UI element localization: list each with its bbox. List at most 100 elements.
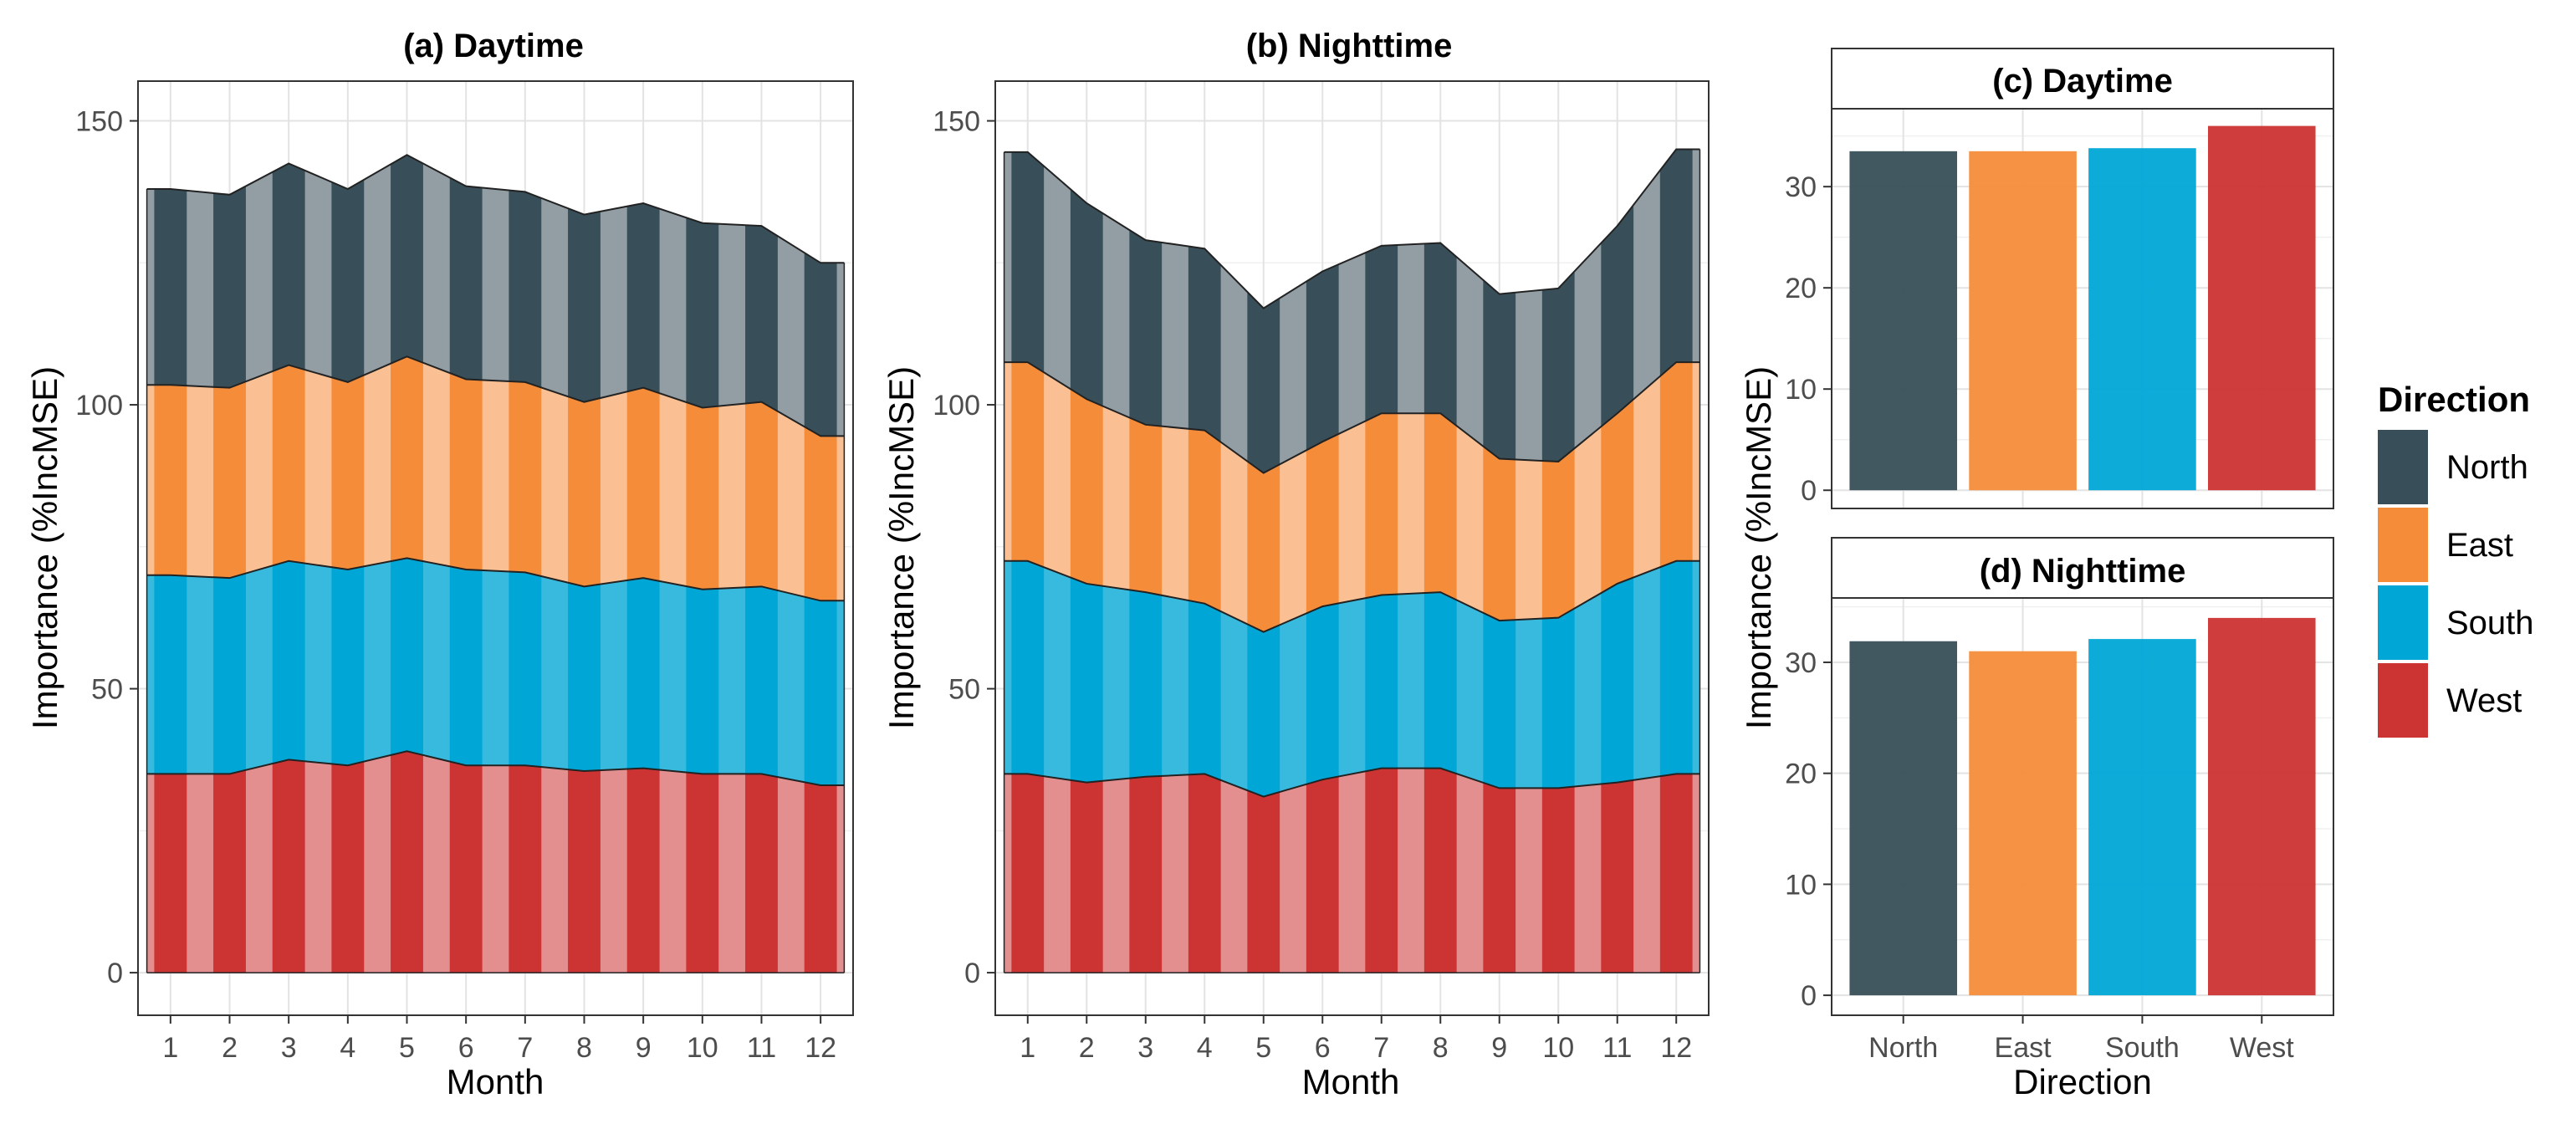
x-tick-label: 11: [747, 1032, 776, 1064]
bar-east: [1969, 651, 2077, 996]
panel-d-title: (d) Nighttime: [1980, 553, 2186, 590]
y-tick-label: 10: [1785, 869, 1817, 901]
panel-c-border: [1831, 108, 2334, 509]
area-stripe-south-2: [213, 558, 246, 785]
area-stripe-south-12: [1659, 560, 1693, 797]
area-stripe-south-10: [686, 558, 719, 785]
legend: Direction North East South West: [2378, 380, 2534, 738]
area-stripes-south: [154, 558, 837, 785]
legend-title: Direction: [2378, 380, 2530, 419]
x-tick-label: 6: [458, 1032, 474, 1064]
area-stripe-west-4: [331, 751, 365, 973]
area-band-north: [146, 155, 845, 437]
bar-north: [1849, 641, 1957, 996]
area-stripes-west: [154, 751, 837, 973]
panel-d-border: [1831, 597, 2334, 1016]
panel-a-border: [137, 80, 854, 1016]
area-stripe-east-1: [154, 356, 187, 601]
bar-west: [2208, 125, 2316, 491]
area-stripe-west-7: [509, 751, 542, 973]
panel-b-title: (b) Nighttime: [1246, 28, 1453, 64]
x-tick-label: 5: [1255, 1032, 1271, 1064]
panel-d-strip: [1831, 537, 2334, 599]
bar-east: [1969, 151, 2077, 491]
y-tick-label: 20: [1785, 759, 1817, 790]
area-stripe-west-5: [391, 751, 423, 973]
area-boundary-north: [146, 154, 845, 264]
y-tick-label: 0: [1801, 980, 1817, 1012]
area-stripe-south-7: [1365, 560, 1398, 797]
area-stripe-east-2: [213, 356, 246, 601]
area-stripe-west-2: [1070, 768, 1103, 973]
area-stripe-west-12: [804, 751, 837, 973]
x-tick-label: West: [2230, 1032, 2294, 1064]
x-tick-label: 7: [517, 1032, 533, 1064]
legend-key-west: [2378, 663, 2428, 738]
area-stripe-south-7: [509, 558, 542, 785]
area-stripe-west-2: [213, 751, 246, 973]
panel-a-y-axis-title: Importance (%IncMSE): [25, 366, 64, 729]
x-tick-label: 12: [805, 1032, 836, 1064]
area-band-south: [146, 558, 845, 785]
area-boundary-west: [146, 750, 845, 786]
area-stripe-south-1: [1011, 560, 1045, 797]
y-tick-label: 30: [1785, 647, 1817, 679]
legend-label-north: North: [2446, 449, 2528, 486]
panel-a-x-axis-title: Month: [447, 1062, 544, 1101]
area-stripe-west-12: [1659, 768, 1693, 973]
bar-west: [2208, 617, 2316, 996]
legend-key-north: [2378, 430, 2428, 504]
x-tick-label: 1: [1020, 1032, 1035, 1064]
x-tick-label: 3: [1137, 1032, 1153, 1064]
x-tick-label: 11: [1602, 1032, 1632, 1064]
area-stripe-south-8: [1423, 560, 1457, 797]
x-tick-label: 10: [1542, 1032, 1574, 1064]
area-stripe-west-11: [745, 751, 778, 973]
y-tick-label: 20: [1785, 273, 1817, 304]
area-stripe-east-4: [331, 356, 365, 601]
y-tick-label: 0: [964, 958, 980, 989]
area-stripe-west-7: [1365, 768, 1398, 973]
legend-key-east: [2378, 508, 2428, 582]
bar-north: [1849, 151, 1957, 491]
panel-b-y-axis-title: Importance (%IncMSE): [882, 366, 921, 729]
area-stripe-south-3: [1129, 560, 1163, 797]
panel-b-border: [994, 80, 1710, 1016]
y-tick-label: 0: [107, 958, 123, 989]
area-stripe-south-6: [449, 558, 483, 785]
x-tick-label: 4: [1197, 1032, 1213, 1064]
area-stripe-west-10: [1541, 768, 1575, 973]
area-stripe-west-6: [1306, 768, 1339, 973]
area-stripe-west-6: [449, 751, 483, 973]
area-band-east: [1004, 362, 1700, 632]
x-tick-label: 2: [222, 1032, 238, 1064]
area-stripe-south-4: [331, 558, 365, 785]
area-band-west: [1004, 768, 1700, 973]
bar-south: [2088, 148, 2196, 491]
x-tick-label: 2: [1079, 1032, 1095, 1064]
x-tick-label: 6: [1315, 1032, 1331, 1064]
area-stripe-west-8: [1423, 768, 1457, 973]
area-stripe-west-8: [568, 751, 601, 973]
area-boundary-east: [146, 355, 845, 437]
panel-c-title: (c) Daytime: [1992, 63, 2173, 100]
x-tick-label: North: [1868, 1032, 1938, 1064]
area-band-north: [1004, 149, 1700, 473]
legend-label-west: West: [2446, 682, 2522, 719]
area-stripe-west-3: [1129, 768, 1163, 973]
area-stripe-west-3: [272, 751, 305, 973]
y-tick-label: 0: [1801, 475, 1817, 507]
area-boundary-east: [1004, 361, 1700, 474]
area-stripe-south-3: [272, 558, 305, 785]
legend-label-east: East: [2446, 527, 2513, 564]
x-tick-label: 1: [162, 1032, 178, 1064]
area-stripe-east-9: [626, 356, 660, 601]
area-stripe-east-7: [509, 356, 542, 601]
x-tick-label: 8: [576, 1032, 592, 1064]
x-tick-label: 12: [1660, 1032, 1692, 1064]
area-stripes-west: [1011, 768, 1693, 973]
area-stripe-west-4: [1188, 768, 1221, 973]
y-tick-label: 150: [933, 106, 980, 138]
